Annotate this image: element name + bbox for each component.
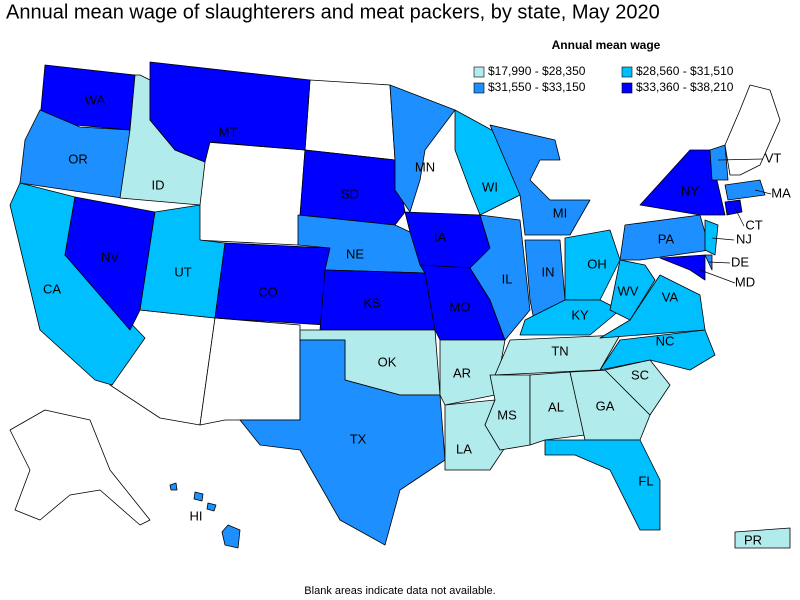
leader-line: [754, 189, 772, 195]
state-label: WV: [618, 283, 639, 298]
state: [221, 524, 241, 549]
state-label: SD: [341, 186, 359, 201]
state-label: HI: [190, 508, 203, 523]
state-label: CA: [43, 281, 61, 296]
state: [149, 61, 311, 163]
state: [529, 371, 586, 446]
state-blank: [199, 317, 301, 426]
legend-label: $31,550 - $33,150: [488, 80, 586, 94]
state-label: VA: [662, 289, 679, 304]
state: [469, 214, 531, 341]
state: [609, 259, 656, 321]
state-part: [169, 482, 178, 491]
state-label: MN: [415, 159, 435, 174]
state-label: ID: [152, 177, 165, 192]
state-label: IA: [434, 229, 447, 244]
state-label: VT: [765, 150, 782, 165]
legend-title: Annual mean wage: [552, 38, 661, 52]
state: [599, 274, 706, 339]
state: [544, 439, 661, 531]
state-blank: [194, 141, 306, 246]
state: [709, 144, 729, 181]
states: [9, 61, 791, 549]
blank-states: [9, 79, 781, 526]
state: [704, 254, 713, 271]
state: [599, 329, 716, 371]
legend-label: $28,560 - $31,510: [636, 64, 734, 78]
state-label: SC: [631, 367, 649, 382]
state-label: GA: [596, 398, 615, 413]
state: [724, 179, 766, 201]
state-label: KY: [571, 307, 589, 322]
state-labels: WA OR CA NV ID MT UT CO SD NE KS OK TX MN IA MO AR LA WI IL…: [43, 92, 791, 547]
state-part: [206, 502, 217, 512]
state: [724, 199, 743, 216]
state-part: [193, 491, 204, 502]
state-blank: [724, 84, 781, 176]
state-label: PR: [744, 532, 762, 547]
state-label: TX: [350, 431, 367, 446]
state: [569, 369, 651, 441]
state: [619, 214, 711, 261]
state-blank: [9, 409, 151, 526]
state-label: AR: [453, 365, 471, 380]
state-label: CO: [258, 284, 278, 299]
state-label: IL: [502, 271, 513, 286]
state-label: NJ: [736, 231, 752, 246]
legend: $17,990 - $28,350 $28,560 - $31,510 $31,55…: [473, 64, 734, 94]
state-label: AL: [548, 399, 564, 414]
map-title: Annual mean wage of slaughterers and mea…: [6, 1, 660, 23]
state-label: NE: [346, 246, 364, 261]
legend-label: $33,360 - $38,210: [636, 80, 734, 94]
leader-line: [699, 269, 736, 284]
state-label: MD: [735, 274, 755, 289]
state-label: DE: [731, 254, 749, 269]
state-label: NY: [681, 183, 699, 198]
state: [439, 339, 506, 406]
state-label: MA: [771, 185, 791, 200]
leader-line: [717, 158, 764, 161]
state: [64, 196, 156, 331]
footnote: Blank areas indicate data not available.: [304, 585, 495, 597]
state-label: MO: [450, 299, 471, 314]
state-label: MI: [553, 205, 567, 220]
state-label: MT: [219, 124, 238, 139]
legend-swatch: [473, 66, 485, 78]
state-label: UT: [174, 264, 191, 279]
legend-swatch: [621, 66, 633, 78]
state-label: LA: [456, 441, 472, 456]
leader-line: [734, 207, 745, 227]
legend-label: $17,990 - $28,350: [488, 64, 586, 78]
legend-swatch: [621, 82, 633, 94]
leader-line: [711, 237, 735, 241]
state-label: OH: [587, 256, 607, 271]
state-label: KS: [363, 295, 381, 310]
state: [639, 149, 726, 216]
state: [389, 84, 456, 213]
state-blank: [304, 79, 396, 161]
state: [734, 527, 791, 549]
state-label: IN: [542, 264, 555, 279]
state: [659, 254, 706, 281]
state-label: CT: [745, 217, 762, 232]
state: [564, 229, 621, 301]
state-label: NV: [101, 249, 119, 264]
state: [239, 339, 446, 546]
state-label: OR: [68, 151, 88, 166]
state-label: OK: [378, 354, 397, 369]
state: [704, 219, 719, 256]
state: [299, 149, 406, 226]
state-label: NC: [656, 333, 675, 348]
state-label: PA: [658, 231, 675, 246]
state-label: FL: [638, 473, 653, 488]
state: [489, 124, 591, 236]
leader-line: [708, 261, 731, 264]
state-label: WI: [482, 179, 498, 194]
state-label: WA: [85, 92, 106, 107]
state-label: TN: [551, 343, 568, 358]
state-label: MS: [497, 407, 517, 422]
legend-swatch: [473, 82, 485, 94]
